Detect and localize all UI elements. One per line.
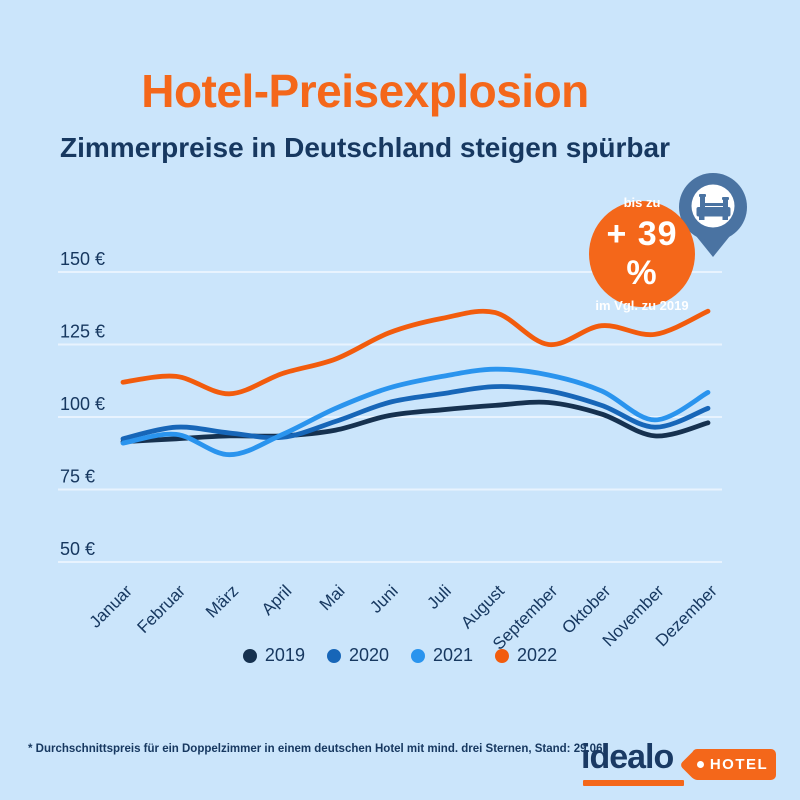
- legend-item-2022: 2022: [495, 645, 557, 666]
- bed-icon: [696, 194, 731, 220]
- header: Hotel-Preisexplosion Zimmerpreise in Deu…: [0, 66, 730, 163]
- y-axis-tick-label: 100 €: [60, 394, 105, 414]
- series-line-2019: [120, 399, 711, 445]
- page-title: Hotel-Preisexplosion: [141, 65, 589, 117]
- legend-dot-icon: [242, 648, 257, 663]
- page-subtitle: Zimmerpreise in Deutschland steigen spür…: [60, 132, 670, 163]
- legend-dot-icon: [411, 648, 425, 663]
- x-axis-tick-label: April: [258, 581, 295, 618]
- price-increase-badge: bis zu + 39 % im Vgl. zu 2019: [589, 195, 695, 313]
- series-line-2020: [120, 384, 711, 442]
- chart-legend: 2019 2020 2021 2022: [0, 645, 800, 666]
- x-axis-tick-label: Januar: [86, 581, 136, 631]
- x-axis-tick-label: Juni: [366, 581, 401, 616]
- x-axis-tick-label: Juli: [423, 581, 454, 612]
- y-axis-tick-label: 75 €: [60, 467, 95, 487]
- y-axis-tick-label: 150 €: [60, 249, 105, 269]
- badge-value: + 39 %: [606, 215, 678, 292]
- logo-underline: [583, 780, 684, 786]
- x-axis-tick-label: Februar: [133, 581, 189, 637]
- legend-item-2019: 2019: [242, 645, 305, 666]
- legend-label: 2022: [517, 645, 558, 665]
- legend-label: 2021: [433, 645, 474, 665]
- legend-dot-icon: [495, 648, 510, 663]
- tag-hole-icon: [697, 761, 704, 768]
- legend-label: 2020: [348, 645, 389, 665]
- x-axis-tick-label: März: [202, 581, 242, 621]
- y-axis-tick-label: 50 €: [60, 539, 95, 559]
- x-axis-tick-label: August: [457, 581, 508, 632]
- legend-dot-icon: [326, 648, 341, 663]
- legend-item-2021: 2021: [411, 645, 473, 666]
- idealo-hotel-logo: idealo HOTEL: [581, 738, 781, 790]
- badge-prefix: bis zu: [623, 195, 661, 210]
- legend-label: 2019: [264, 645, 305, 665]
- y-axis-tick-label: 125 €: [60, 322, 105, 342]
- series-line-2021: [120, 366, 711, 458]
- idealo-wordmark: idealo: [581, 738, 674, 776]
- legend-item-2020: 2020: [326, 645, 389, 666]
- footnote: * Durchschnittspreis für ein Doppelzimme…: [28, 743, 606, 755]
- badge-comparison: im Vgl. zu 2019: [595, 298, 689, 313]
- hotel-tag-label: HOTEL: [709, 756, 769, 773]
- map-pin-bed-icon: [679, 173, 747, 257]
- x-axis-tick-label: Mai: [316, 581, 349, 614]
- hotel-tag: HOTEL: [692, 749, 776, 780]
- series-line-2022: [120, 308, 711, 397]
